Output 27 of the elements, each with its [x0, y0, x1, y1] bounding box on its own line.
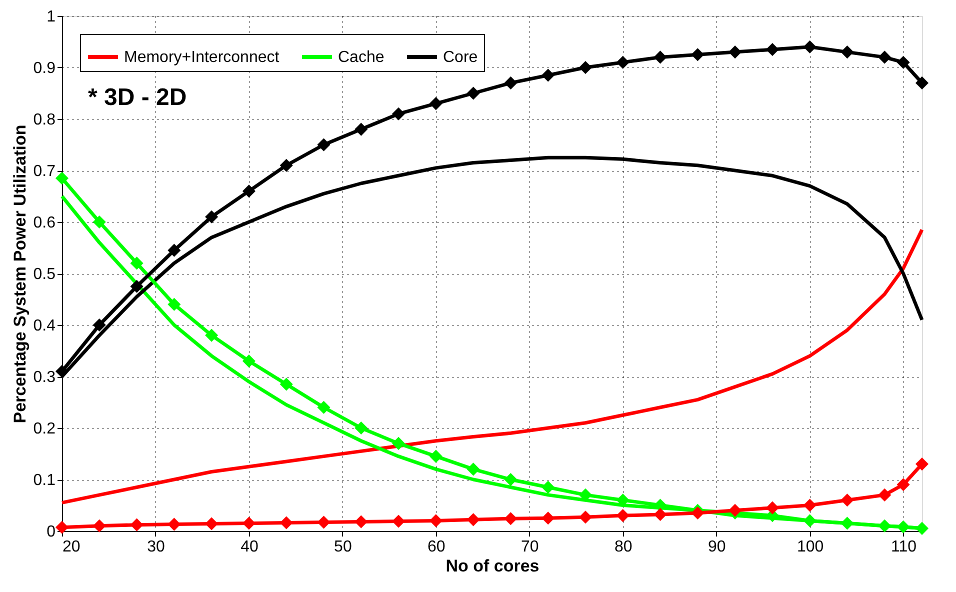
- y-tick-label: 0.1: [33, 472, 56, 489]
- y-tick-label: 0.5: [33, 266, 56, 283]
- x-tick-label: 30: [147, 538, 165, 556]
- y-tick-label: 0.7: [33, 163, 56, 180]
- x-tick-label: 110: [891, 538, 917, 556]
- x-tick-label: 80: [614, 538, 632, 556]
- y-tick-label: 1: [46, 8, 56, 26]
- legend-label: Cache: [338, 49, 384, 66]
- y-tick-label: 0.3: [33, 369, 56, 386]
- y-axis-title: Percentage System Power Utilization: [10, 124, 30, 424]
- x-tick-label: 100: [796, 538, 824, 556]
- annotation: * 3D - 2D: [88, 84, 187, 111]
- legend-label: Memory+Interconnect: [124, 49, 280, 66]
- x-tick-label: 40: [240, 538, 258, 556]
- x-tick-label: 60: [428, 538, 446, 556]
- x-tick-label: 50: [334, 538, 352, 556]
- y-tick-label: 0.8: [33, 112, 56, 128]
- y-tick-label: 0: [46, 524, 56, 540]
- x-tick-label: 70: [520, 538, 539, 556]
- y-tick-label: 0.4: [33, 318, 56, 334]
- y-tick-label: 0.2: [33, 420, 56, 438]
- x-tick-label: 90: [708, 538, 726, 556]
- x-tick-label: 20: [62, 538, 80, 556]
- x-axis-title: No of cores: [446, 556, 540, 576]
- legend-label: Core: [443, 49, 478, 66]
- y-tick-label: 0.9: [33, 60, 56, 77]
- y-tick-label: 0.6: [33, 214, 56, 232]
